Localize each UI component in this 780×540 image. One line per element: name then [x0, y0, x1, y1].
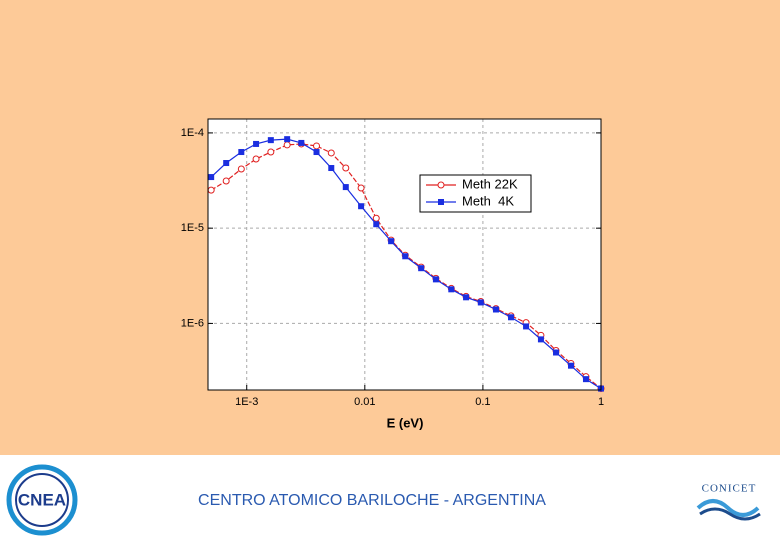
point	[508, 314, 515, 321]
y-tick-label: 1E-6	[181, 317, 204, 329]
cnea-logo: CNEA	[6, 464, 78, 536]
point	[298, 139, 305, 146]
point	[252, 155, 260, 163]
plot-frame	[207, 118, 602, 391]
point	[327, 149, 335, 157]
x-axis-label: E (eV)	[387, 415, 424, 430]
y-tick-label: 1E-4	[181, 127, 204, 139]
point	[207, 186, 215, 194]
point	[208, 174, 215, 181]
logo-text: CONICET	[702, 483, 757, 495]
point	[313, 149, 320, 156]
logo-text: CNEA	[18, 490, 66, 509]
legend-marker	[438, 199, 444, 205]
logo-ring	[15, 473, 69, 527]
point	[402, 253, 409, 260]
legend-label: Meth 4K	[462, 193, 514, 208]
point	[523, 323, 530, 330]
legend: Meth 22K Meth 4K	[419, 174, 532, 213]
point	[448, 286, 455, 293]
point	[358, 203, 365, 210]
x-tick-label: 0.01	[354, 396, 375, 408]
point	[267, 148, 275, 156]
point	[238, 149, 245, 156]
point	[283, 141, 291, 149]
y-tick-label: 1E-5	[181, 222, 204, 234]
point	[267, 137, 274, 144]
point	[357, 184, 365, 192]
logo-wave	[696, 499, 760, 517]
point	[342, 164, 350, 172]
point	[537, 336, 544, 343]
point	[313, 142, 321, 150]
point	[222, 177, 230, 185]
point	[253, 140, 260, 147]
logo-ring	[6, 464, 78, 536]
footer-background	[0, 455, 780, 540]
plot: 1E-3 0.01 0.1 1 1E-4 1E-5 1E-6 Meth 22K Meth 4K	[181, 119, 605, 408]
legend-box	[419, 174, 532, 213]
point	[388, 238, 395, 245]
footer-title: CENTRO ATOMICO BARILOCHE - ARGENTINA	[198, 492, 546, 509]
logo-wave	[699, 507, 761, 521]
conicet-logo: CONICET	[696, 483, 761, 521]
point	[284, 136, 291, 143]
point	[567, 362, 574, 369]
point	[328, 165, 335, 172]
point	[477, 299, 484, 306]
point	[418, 265, 425, 272]
point	[432, 276, 439, 283]
point	[373, 221, 380, 228]
point	[492, 306, 499, 313]
point	[372, 214, 380, 222]
point	[223, 160, 230, 167]
point	[237, 165, 245, 173]
point	[582, 376, 589, 383]
point	[553, 349, 560, 356]
legend-label: Meth 22K	[462, 176, 518, 191]
point	[463, 294, 470, 301]
x-tick-label: 1	[598, 396, 604, 408]
x-tick-label: 1E-3	[235, 396, 258, 408]
point	[342, 184, 349, 191]
legend-marker	[437, 181, 445, 189]
x-tick-label: 0.1	[475, 396, 490, 408]
